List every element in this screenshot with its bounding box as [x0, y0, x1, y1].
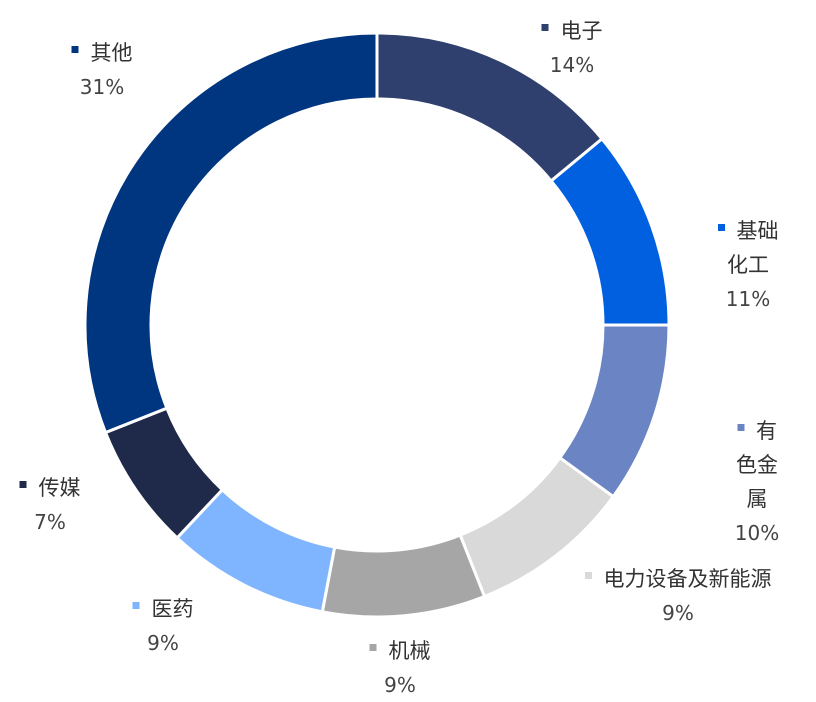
value-label: 10% [734, 521, 780, 545]
legend-marker [19, 480, 27, 488]
value-label: 9% [384, 673, 416, 697]
donut-segment [320, 533, 487, 619]
slice-label: 其他 31% [71, 36, 133, 104]
legend-marker [369, 643, 377, 651]
category-label: 电力设备及新能源 [603, 567, 772, 591]
slice-label: 机械 9% [369, 634, 431, 702]
slice-label: 电力设备及新能源 9% [578, 562, 778, 630]
category-label: 基础化工 [727, 219, 779, 277]
value-label: 31% [79, 75, 125, 99]
legend-marker [132, 601, 140, 609]
slice-label: 传媒 7% [19, 471, 81, 539]
donut-segment [549, 136, 671, 327]
legend-marker [584, 571, 592, 579]
slice-label: 医药 9% [132, 592, 194, 660]
legend-marker [541, 23, 549, 31]
legend-marker [737, 423, 744, 431]
value-label: 11% [725, 287, 771, 311]
donut-segment [83, 31, 379, 435]
category-label: 电子 [560, 19, 603, 43]
category-label: 传媒 [38, 476, 81, 500]
value-label: 9% [147, 631, 179, 655]
slice-label: 基础化工 11% [714, 214, 782, 316]
value-label: 7% [34, 510, 66, 534]
slice-label: 有色金属 10% [728, 414, 787, 550]
category-label: 机械 [388, 639, 431, 663]
category-label: 医药 [151, 597, 194, 621]
value-label: 9% [662, 601, 694, 625]
category-label: 其他 [90, 41, 133, 65]
legend-marker [71, 45, 79, 53]
slice-label: 电子 14% [541, 14, 603, 82]
category-label: 有色金属 [736, 419, 778, 511]
legend-marker [717, 223, 725, 231]
value-label: 14% [549, 53, 595, 77]
